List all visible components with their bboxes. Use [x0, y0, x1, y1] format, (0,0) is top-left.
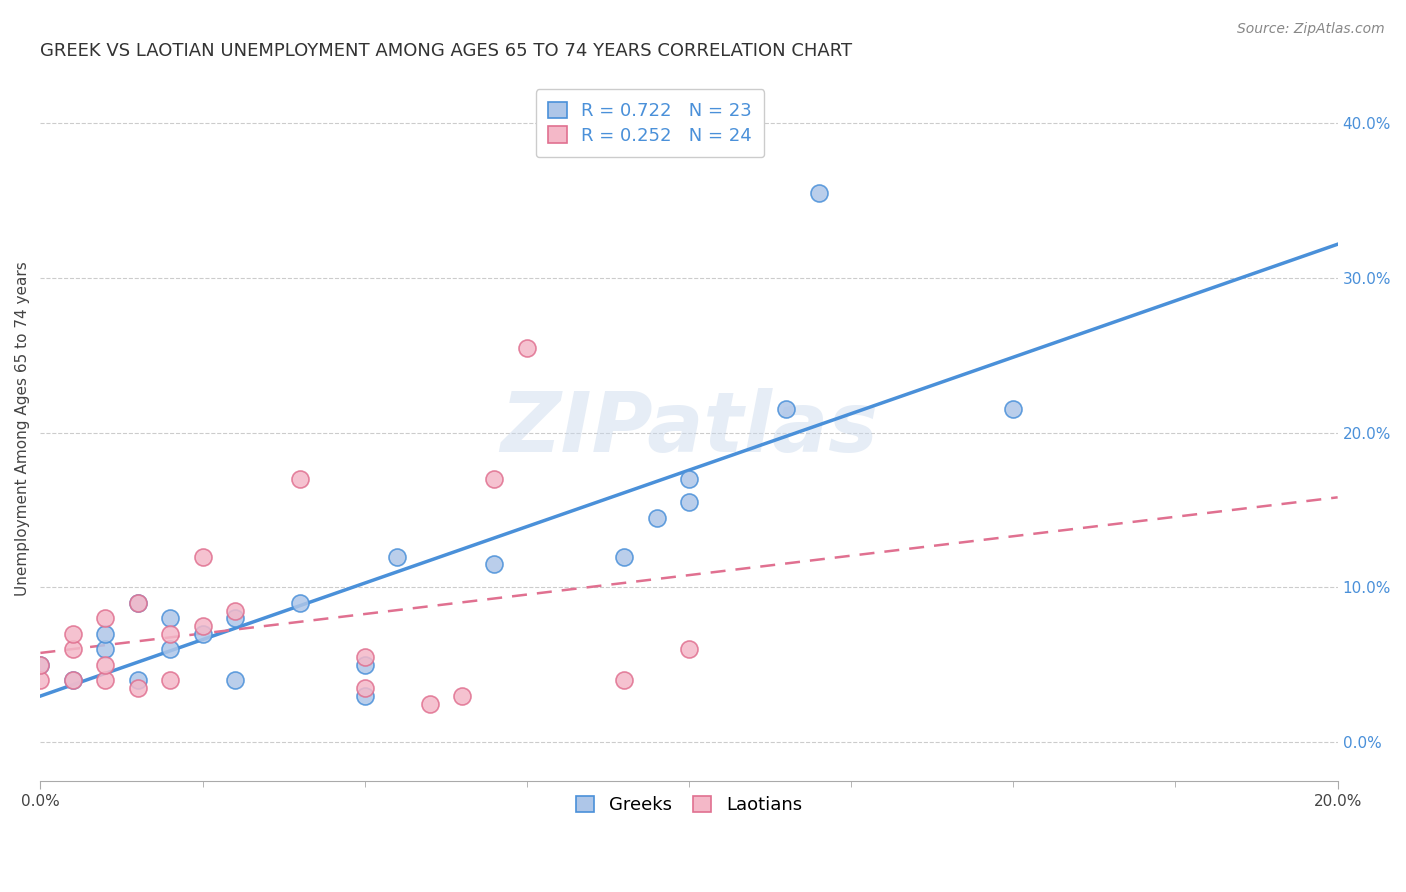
Point [62, 673, 84, 688]
Point [224, 604, 246, 618]
Point [353, 657, 375, 672]
Point [775, 402, 797, 417]
Point [419, 697, 441, 711]
Point [127, 673, 149, 688]
Point [159, 673, 181, 688]
Point [353, 681, 375, 695]
Point [678, 495, 700, 509]
Point [191, 619, 214, 633]
Point [94, 627, 117, 641]
Point [94, 657, 117, 672]
Point [127, 681, 149, 695]
Point [385, 549, 408, 564]
Point [484, 472, 506, 486]
Point [451, 689, 474, 703]
Text: GREEK VS LAOTIAN UNEMPLOYMENT AMONG AGES 65 TO 74 YEARS CORRELATION CHART: GREEK VS LAOTIAN UNEMPLOYMENT AMONG AGES… [41, 42, 852, 60]
Y-axis label: Unemployment Among Ages 65 to 74 years: Unemployment Among Ages 65 to 74 years [15, 261, 30, 596]
Point [30, 657, 52, 672]
Point [678, 472, 700, 486]
Point [94, 642, 117, 657]
Point [62, 642, 84, 657]
Point [288, 472, 311, 486]
Point [191, 627, 214, 641]
Point [30, 657, 52, 672]
Point [191, 549, 214, 564]
Point [224, 673, 246, 688]
Point [613, 673, 636, 688]
Text: ZIPatlas: ZIPatlas [501, 388, 877, 469]
Point [94, 611, 117, 625]
Point [613, 549, 636, 564]
Point [159, 642, 181, 657]
Text: Source: ZipAtlas.com: Source: ZipAtlas.com [1237, 22, 1385, 37]
Point [62, 673, 84, 688]
Point [94, 673, 117, 688]
Point [288, 596, 311, 610]
Point [807, 186, 830, 200]
Point [353, 650, 375, 665]
Point [127, 596, 149, 610]
Point [30, 673, 52, 688]
Point [353, 689, 375, 703]
Point [645, 511, 668, 525]
Point [159, 627, 181, 641]
Point [62, 627, 84, 641]
Point [127, 596, 149, 610]
Legend: Greeks, Laotians: Greeks, Laotians [565, 785, 813, 825]
Point [516, 341, 538, 355]
Point [678, 642, 700, 657]
Point [224, 611, 246, 625]
Point [1002, 402, 1025, 417]
Point [484, 558, 506, 572]
Point [159, 611, 181, 625]
